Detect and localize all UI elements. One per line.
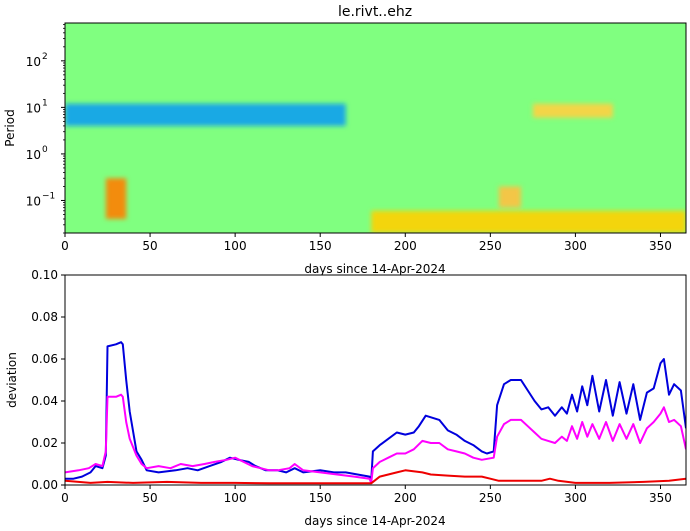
deviation-x-ticks: 0 50 100 150 200 250 300 350 [61,485,672,505]
heatmap-y-tick-label: 10 [26,194,41,208]
deviation-frame [64,274,687,486]
deviation-series [65,341,686,485]
deviation-x-axis-label: days since 14-Apr-2024 [304,514,445,528]
heatmap-title: le.rivt..ehz [338,4,412,20]
deviation-series-line-1 [65,393,686,484]
heatmap-x-ticks: 0 50 100 150 200 250 300 350 [61,233,672,253]
heatmap-y-tick-exponent: 2 [42,52,48,62]
deviation-panel: 0 50 100 150 200 250 300 350 0.000.020.040.060.… [5,268,687,528]
deviation-x-tick-label: 0 [61,491,69,505]
heatmap-features [65,103,686,233]
heatmap-x-tick-label: 150 [309,239,332,253]
heatmap-panel: le.rivt..ehz 0 50 100 150 200 250 300 350 10 −11… [3,4,687,276]
heatmap-feature-3 [371,210,686,233]
deviation-y-tick-label: 0.10 [31,268,58,282]
deviation-y-tick-label: 0.06 [31,352,58,366]
deviation-y-ticks: 0.00 0.02 0.04 0.06 0.08 0.10 [31,268,65,492]
deviation-series-line-2 [65,469,686,485]
heatmap-x-tick-label: 0 [61,239,69,253]
deviation-y-tick-label: 0.00 [31,478,58,492]
heatmap-x-tick-label: 300 [564,239,587,253]
heatmap-x-axis-label: days since 14-Apr-2024 [304,262,445,276]
heatmap-background [65,23,686,233]
heatmap-x-tick-label: 350 [649,239,672,253]
heatmap-x-tick-label: 100 [224,239,247,253]
deviation-series-line-0 [65,341,686,482]
heatmap-y-tick-exponent: 0 [42,145,48,155]
heatmap-feature-2 [498,186,521,208]
heatmap-x-tick-label: 250 [479,239,502,253]
deviation-y-tick-label: 0.08 [31,310,58,324]
deviation-x-tick-label: 100 [224,491,247,505]
deviation-x-tick-label: 350 [649,491,672,505]
heatmap-frame [64,22,687,234]
deviation-x-tick-label: 300 [564,491,587,505]
heatmap-y-tick-exponent: −1 [42,191,55,201]
heatmap-feature-1 [105,178,127,219]
heatmap-feature-0 [65,103,346,126]
heatmap-feature-4 [532,103,613,118]
deviation-y-axis-label: deviation [5,352,19,408]
deviation-x-tick-label: 150 [309,491,332,505]
deviation-x-tick-label: 50 [142,491,157,505]
heatmap-y-tick-label: 10 [26,101,41,115]
deviation-x-tick-label: 250 [479,491,502,505]
heatmap-x-tick-label: 50 [142,239,157,253]
heatmap-y-tick-label: 10 [26,55,41,69]
heatmap-x-tick-label: 200 [394,239,417,253]
heatmap-y-axis-label: Period [3,109,17,146]
deviation-y-tick-label: 0.04 [31,394,58,408]
heatmap-y-tick-label: 10 [26,148,41,162]
deviation-y-tick-label: 0.02 [31,436,58,450]
heatmap-y-tick-exponent: 1 [42,98,48,108]
deviation-x-tick-label: 200 [394,491,417,505]
